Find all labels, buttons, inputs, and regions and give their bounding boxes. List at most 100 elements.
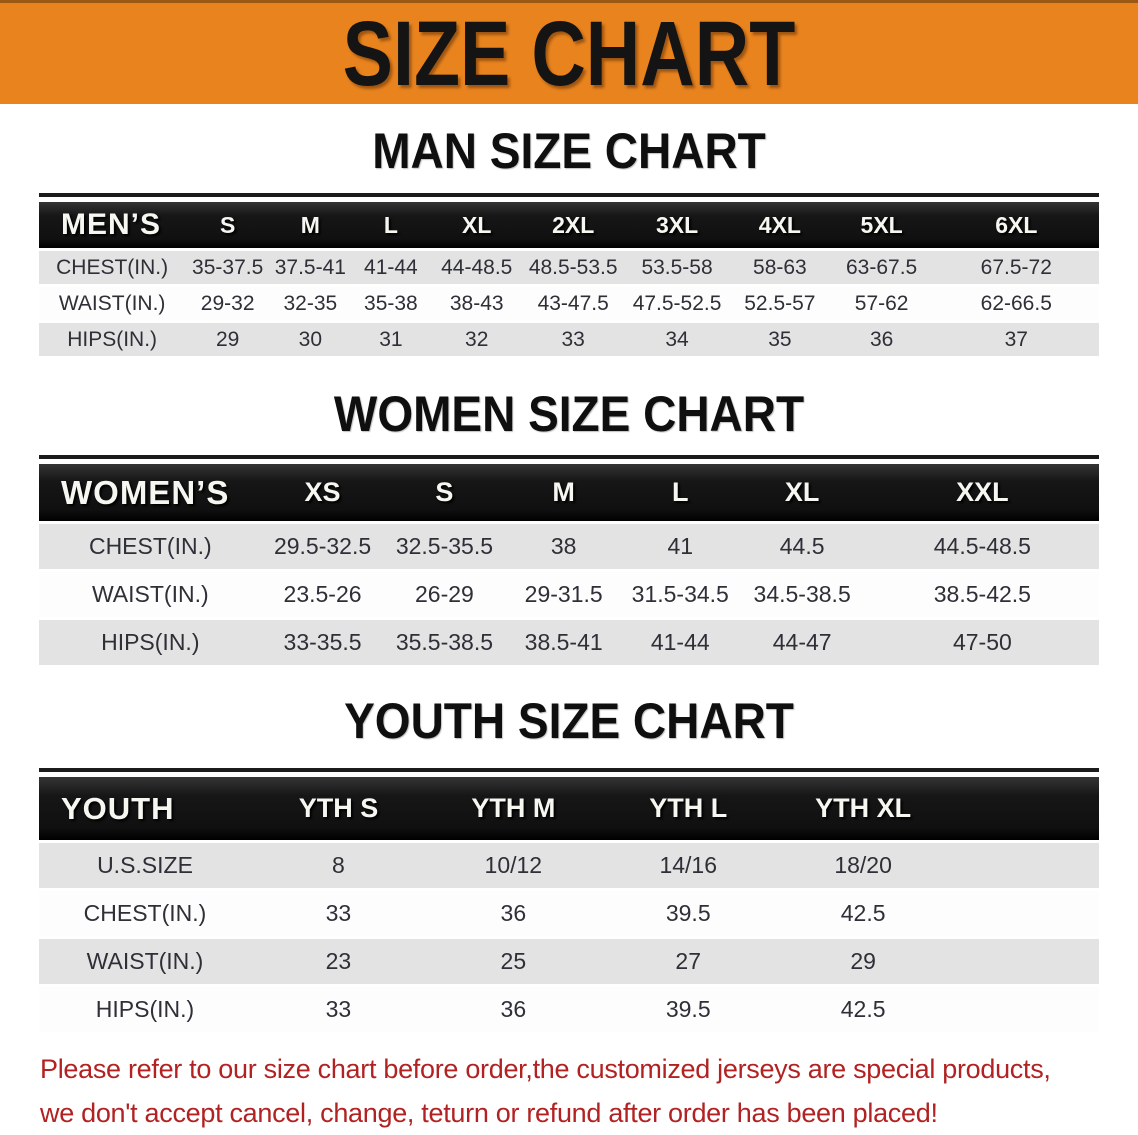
measurement-cell: 47-50 — [865, 620, 1099, 665]
man-section-heading: MAN SIZE CHART — [372, 123, 766, 179]
filler-cell — [950, 939, 1099, 984]
corner-label: MEN’S — [39, 202, 186, 248]
measurement-cell: 41 — [621, 524, 739, 569]
size-column-header: 5XL — [829, 202, 934, 248]
measurement-cell: 31.5-34.5 — [621, 572, 739, 617]
measurement-cell: 62-66.5 — [933, 287, 1099, 320]
filler-cell — [950, 777, 1099, 840]
measurement-cell: 39.5 — [600, 987, 776, 1032]
size-header-row: YOUTH YTH S YTH M YTH L YTH XL — [39, 777, 1099, 840]
measurement-cell: 27 — [600, 939, 776, 984]
measurement-cell: 29.5-32.5 — [261, 524, 384, 569]
size-column-header: XL — [431, 202, 523, 248]
measurement-cell: 43-47.5 — [522, 287, 625, 320]
size-column-header: YTH S — [251, 777, 426, 840]
corner-label: WOMEN’S — [39, 464, 262, 521]
size-column-header: XS — [261, 464, 384, 521]
table-top-rule — [39, 193, 1099, 197]
measurement-cell: 30 — [270, 323, 351, 356]
measurement-row: CHEST(IN.) 29.5-32.5 32.5-35.5 38 41 44.5 44.5… — [39, 524, 1099, 569]
size-column-header: YTH L — [600, 777, 776, 840]
filler-cell — [950, 987, 1099, 1032]
measurement-cell: 44-48.5 — [431, 251, 523, 284]
measurement-cell: 26-29 — [383, 572, 506, 617]
measurement-cell: 35-37.5 — [185, 251, 271, 284]
measurement-cell: 38 — [505, 524, 622, 569]
size-column-header: M — [505, 464, 622, 521]
measurement-cell: 42.5 — [775, 987, 951, 1032]
measurement-cell: 38-43 — [431, 287, 523, 320]
women-size-table: WOMEN’S XS S M L XL XXL CHEST(IN.) 29.5-32.5 32.5… — [39, 461, 1099, 668]
measurement-cell: 47.5-52.5 — [624, 287, 731, 320]
measurement-cell: 29-31.5 — [505, 572, 622, 617]
measurement-cell: 36 — [425, 891, 601, 936]
measurement-cell: 34.5-38.5 — [738, 572, 866, 617]
measurement-cell: 44.5 — [738, 524, 866, 569]
row-label: U.S.SIZE — [39, 843, 251, 888]
size-header-row: MEN’S S M L XL 2XL 3XL 4XL 5XL 6XL — [39, 202, 1099, 248]
measurement-cell: 37 — [933, 323, 1099, 356]
size-column-header: 4XL — [730, 202, 830, 248]
measurement-cell: 33 — [251, 987, 426, 1032]
size-column-header: L — [621, 464, 739, 521]
row-label: WAIST(IN.) — [39, 287, 186, 320]
measurement-cell: 18/20 — [775, 843, 951, 888]
size-column-header: YTH XL — [775, 777, 951, 840]
banner-title: SIZE CHART — [342, 2, 796, 105]
table-top-rule — [39, 768, 1099, 772]
measurement-cell: 8 — [251, 843, 426, 888]
measurement-cell: 41-44 — [621, 620, 739, 665]
row-label: CHEST(IN.) — [39, 891, 251, 936]
measurement-cell: 33-35.5 — [261, 620, 384, 665]
size-column-header: 6XL — [933, 202, 1099, 248]
measurement-cell: 10/12 — [425, 843, 601, 888]
filler-cell — [950, 843, 1099, 888]
measurement-cell: 32.5-35.5 — [383, 524, 506, 569]
youth-size-table: YOUTH YTH S YTH M YTH L YTH XL U.S.SIZE 8 10/12… — [39, 774, 1099, 1035]
measurement-cell: 29 — [775, 939, 951, 984]
measurement-row: HIPS(IN.) 33 36 39.5 42.5 — [39, 987, 1099, 1032]
measurement-row: U.S.SIZE 8 10/12 14/16 18/20 — [39, 843, 1099, 888]
row-label: WAIST(IN.) — [39, 939, 251, 984]
measurement-cell: 44-47 — [738, 620, 866, 665]
measurement-cell: 29 — [185, 323, 271, 356]
measurement-cell: 36 — [829, 323, 934, 356]
measurement-cell: 37.5-41 — [270, 251, 351, 284]
note-line-1: Please refer to our size chart before or… — [40, 1054, 1051, 1084]
measurement-row: CHEST(IN.) 33 36 39.5 42.5 — [39, 891, 1099, 936]
row-label: CHEST(IN.) — [39, 524, 262, 569]
measurement-cell: 36 — [425, 987, 601, 1032]
measurement-cell: 41-44 — [350, 251, 432, 284]
measurement-cell: 33 — [251, 891, 426, 936]
women-size-section: WOMEN SIZE CHART WOMEN’S XS S M L XL XXL CHEST(… — [0, 389, 1138, 668]
men-size-table: MEN’S S M L XL 2XL 3XL 4XL 5XL 6XL CHEST(IN.) 35-37… — [39, 199, 1099, 359]
measurement-cell: 32 — [431, 323, 523, 356]
size-column-header: 3XL — [624, 202, 731, 248]
note-line-2: we don't accept cancel, change, teturn o… — [40, 1098, 938, 1128]
size-column-header: YTH M — [425, 777, 601, 840]
measurement-cell: 57-62 — [829, 287, 934, 320]
measurement-cell: 31 — [350, 323, 432, 356]
measurement-cell: 52.5-57 — [730, 287, 830, 320]
table-top-rule — [39, 455, 1099, 459]
measurement-cell: 58-63 — [730, 251, 830, 284]
measurement-cell: 35.5-38.5 — [383, 620, 506, 665]
measurement-cell: 25 — [425, 939, 601, 984]
measurement-cell: 39.5 — [600, 891, 776, 936]
measurement-cell: 29-32 — [185, 287, 271, 320]
row-label: HIPS(IN.) — [39, 987, 251, 1032]
measurement-cell: 23 — [251, 939, 426, 984]
youth-size-section: YOUTH SIZE CHART YOUTH YTH S YTH M YTH L YTH… — [0, 696, 1138, 1035]
measurement-cell: 44.5-48.5 — [865, 524, 1099, 569]
youth-section-heading: YOUTH SIZE CHART — [344, 693, 794, 749]
measurement-cell: 53.5-58 — [624, 251, 731, 284]
row-label: WAIST(IN.) — [39, 572, 262, 617]
measurement-cell: 34 — [624, 323, 731, 356]
measurement-row: WAIST(IN.) 23 25 27 29 — [39, 939, 1099, 984]
size-column-header: 2XL — [522, 202, 625, 248]
measurement-cell: 42.5 — [775, 891, 951, 936]
banner: SIZE CHART — [0, 0, 1138, 104]
measurement-cell: 67.5-72 — [933, 251, 1099, 284]
man-size-section: MAN SIZE CHART MEN’S S M L XL 2XL 3XL 4XL 5XL 6XL… — [0, 126, 1138, 359]
